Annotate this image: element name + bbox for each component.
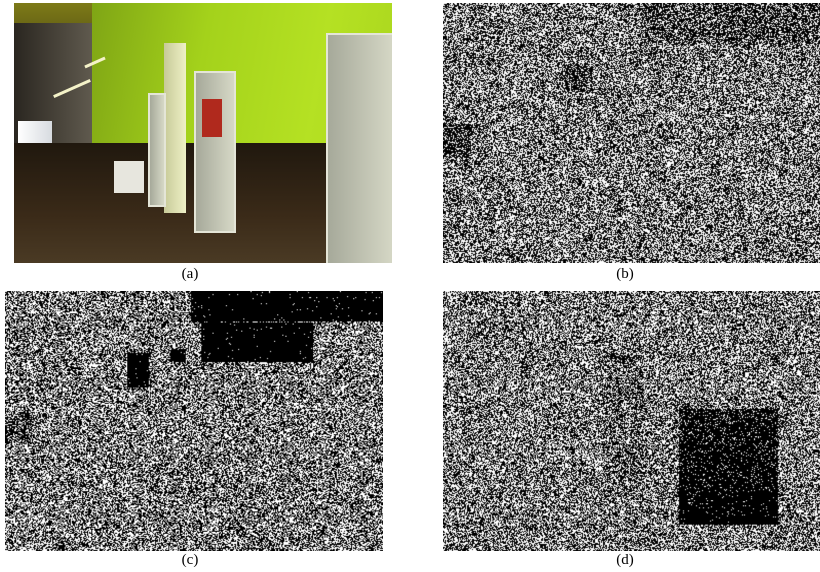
noise-canvas-d <box>443 291 820 551</box>
noise-map-d <box>443 291 820 551</box>
noise-map-b <box>443 3 820 263</box>
caption-d: (d) <box>616 552 634 568</box>
box <box>114 161 144 193</box>
photo-hallway <box>14 3 392 263</box>
hallway-scene <box>14 3 392 263</box>
pillar <box>164 43 186 213</box>
door <box>194 71 236 233</box>
caption-b: (b) <box>616 266 634 282</box>
caption-c: (c) <box>181 552 199 568</box>
door-sign <box>202 99 222 137</box>
noise-canvas-c <box>5 291 383 551</box>
noise-map-c <box>5 291 383 551</box>
door <box>148 93 166 207</box>
caption-a: (a) <box>181 266 199 282</box>
noise-canvas-b <box>443 3 820 263</box>
door <box>326 33 392 263</box>
